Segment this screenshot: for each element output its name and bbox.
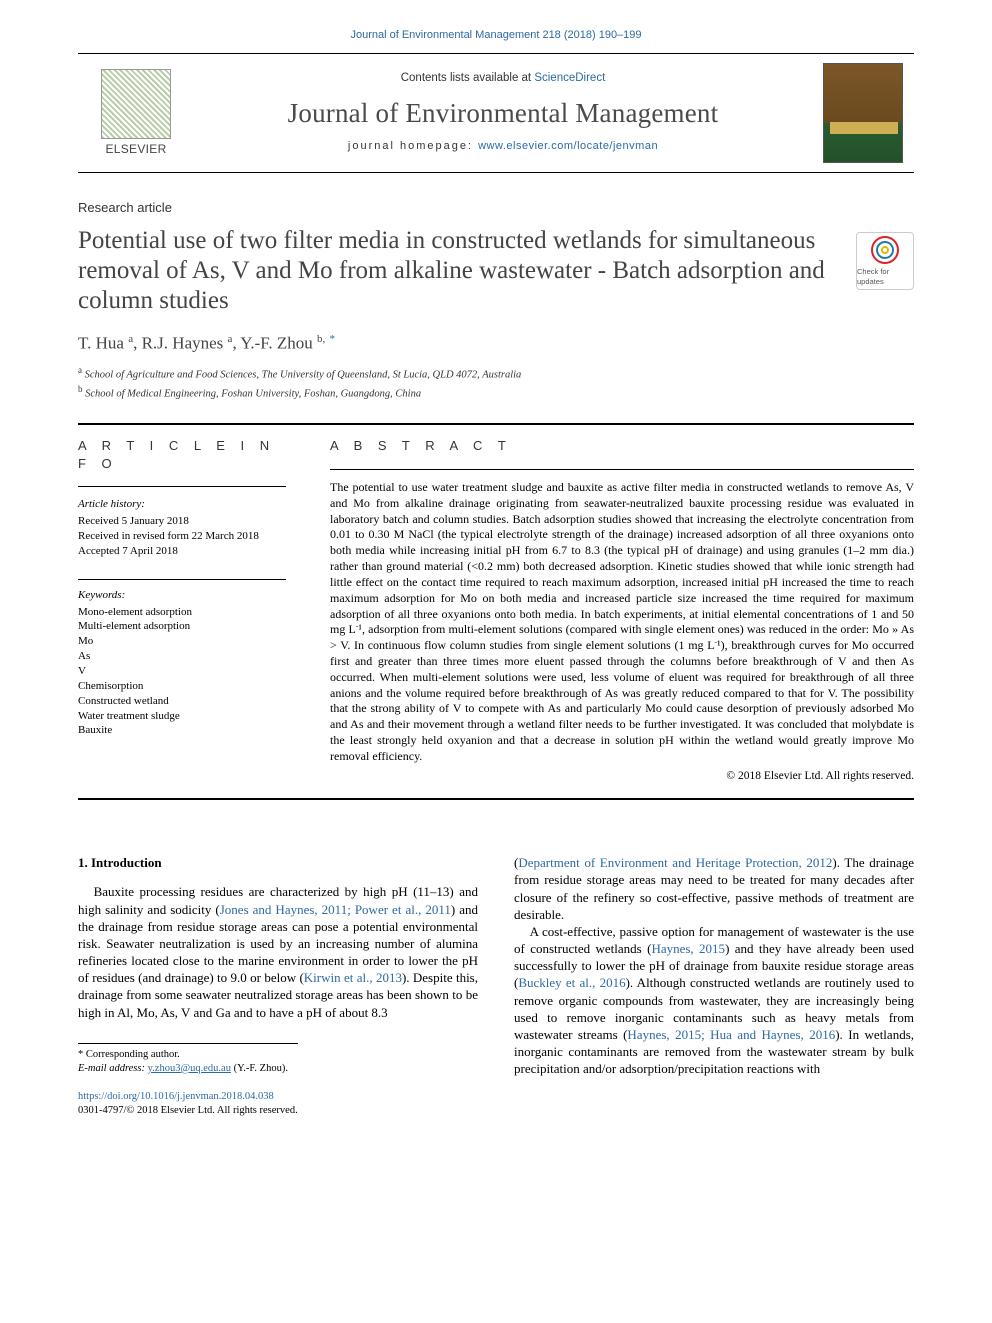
journal-banner: ELSEVIER Contents lists available at Sci…	[78, 53, 914, 173]
keyword-item: Constructed wetland	[78, 694, 286, 709]
doi-block: https://doi.org/10.1016/j.jenvman.2018.0…	[78, 1090, 478, 1118]
citation-link[interactable]: Department of Environment and Heritage P…	[518, 855, 832, 870]
intro-paragraph-1: Bauxite processing residues are characte…	[78, 883, 478, 1020]
publisher-name: ELSEVIER	[105, 141, 166, 157]
divider	[78, 423, 914, 425]
keyword-item: Water treatment sludge	[78, 709, 286, 724]
crossmark-badge[interactable]: Check for updates	[856, 232, 914, 290]
affiliation-a: School of Agriculture and Food Sciences,…	[85, 369, 522, 380]
keyword-item: Chemisorption	[78, 679, 286, 694]
keyword-item: Mo	[78, 634, 286, 649]
keyword-item: Multi-element adsorption	[78, 619, 286, 634]
journal-homepage-link[interactable]: www.elsevier.com/locate/jenvman	[478, 140, 658, 152]
corresponding-email-link[interactable]: y.zhou3@uq.edu.au	[148, 1063, 231, 1074]
email-label: E-mail address:	[78, 1063, 145, 1074]
article-type: Research article	[78, 199, 914, 217]
abstract-heading: A B S T R A C T	[330, 437, 914, 455]
contents-prefix: Contents lists available at	[401, 72, 535, 84]
journal-cover-icon	[823, 63, 903, 163]
citation-link[interactable]: Kirwin et al., 2013	[304, 970, 402, 985]
article-history-label: Article history:	[78, 497, 286, 512]
history-received: Received 5 January 2018	[78, 514, 286, 529]
intro-paragraph-1-continued: (Department of Environment and Heritage …	[514, 854, 914, 923]
body-column-right: (Department of Environment and Heritage …	[514, 854, 914, 1118]
crossmark-icon	[870, 235, 900, 265]
keyword-item: V	[78, 664, 286, 679]
intro-paragraph-2: A cost-effective, passive option for man…	[514, 923, 914, 1077]
keywords-list: Mono-element adsorptionMulti-element ads…	[78, 605, 286, 739]
keyword-item: Bauxite	[78, 723, 286, 738]
keywords-label: Keywords:	[78, 588, 286, 603]
corresponding-author-footnote: * Corresponding author. E-mail address: …	[78, 1043, 298, 1076]
journal-homepage-line: journal homepage: www.elsevier.com/locat…	[348, 139, 658, 154]
divider	[78, 798, 914, 800]
homepage-prefix: journal homepage:	[348, 140, 478, 152]
abstract-copyright: © 2018 Elsevier Ltd. All rights reserved…	[330, 769, 914, 785]
crossmark-label: Check for updates	[857, 267, 913, 287]
citation-link[interactable]: Buckley et al., 2016	[518, 975, 625, 990]
keyword-item: As	[78, 649, 286, 664]
journal-name: Journal of Environmental Management	[288, 95, 719, 131]
keyword-item: Mono-element adsorption	[78, 605, 286, 620]
email-person: (Y.-F. Zhou).	[234, 1063, 288, 1074]
author-list: T. Hua a, R.J. Haynes a, Y.-F. Zhou b, *	[78, 332, 914, 356]
abstract-text: The potential to use water treatment slu…	[330, 480, 914, 765]
doi-link[interactable]: https://doi.org/10.1016/j.jenvman.2018.0…	[78, 1091, 274, 1102]
affiliation-b: School of Medical Engineering, Foshan Un…	[85, 388, 421, 399]
corresponding-label: * Corresponding author.	[78, 1048, 298, 1062]
article-title: Potential use of two filter media in con…	[78, 226, 838, 316]
section-heading-introduction: 1. Introduction	[78, 854, 478, 871]
article-info-heading: A R T I C L E I N F O	[78, 437, 286, 472]
history-revised: Received in revised form 22 March 2018	[78, 529, 286, 544]
citation-link[interactable]: Jones and Haynes, 2011; Power et al., 20…	[220, 902, 451, 917]
contents-available-line: Contents lists available at ScienceDirec…	[401, 71, 606, 87]
issn-copyright: 0301-4797/© 2018 Elsevier Ltd. All right…	[78, 1104, 478, 1118]
publisher-logo-box: ELSEVIER	[78, 54, 194, 172]
elsevier-tree-icon	[101, 69, 171, 139]
sciencedirect-link[interactable]: ScienceDirect	[534, 72, 605, 84]
body-column-left: 1. Introduction Bauxite processing resid…	[78, 854, 478, 1118]
citation-link[interactable]: Haynes, 2015; Hua and Haynes, 2016	[627, 1027, 835, 1042]
history-accepted: Accepted 7 April 2018	[78, 544, 286, 559]
citation-link[interactable]: Haynes, 2015	[651, 941, 725, 956]
top-citation: Journal of Environmental Management 218 …	[78, 28, 914, 43]
affiliations: a School of Agriculture and Food Science…	[78, 364, 914, 401]
article-history: Received 5 January 2018 Received in revi…	[78, 514, 286, 559]
journal-cover-box	[812, 54, 914, 172]
